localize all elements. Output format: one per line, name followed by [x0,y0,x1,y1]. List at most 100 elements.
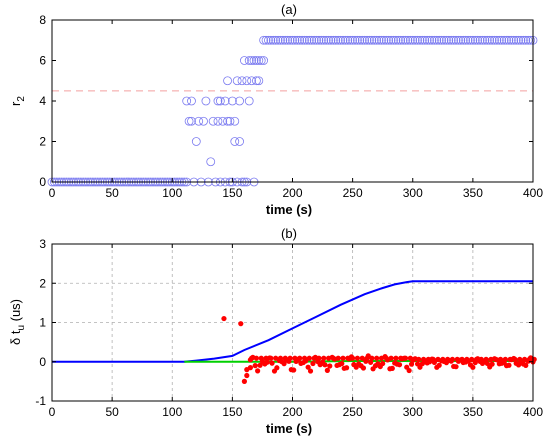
error-point [368,359,374,365]
r2-point [256,56,266,65]
a-xtick-label-400: 400 [523,186,543,200]
panel-a-title: (a) [281,2,297,17]
panel-b-xlabel: time (s) [266,421,312,436]
r2-point [437,35,447,45]
error-point [431,359,437,365]
r2-point [504,35,514,45]
r2-point [194,116,204,126]
error-point [291,367,297,373]
b-xtick-label-400: 400 [523,405,543,419]
a-ytick-label-4: 4 [39,94,46,108]
r2-point [511,35,521,45]
error-point [359,355,365,361]
r2-point [499,35,509,45]
error-point [374,355,380,361]
error-point [221,315,227,322]
b-xtick-label-250: 250 [343,405,363,419]
r2-point [314,35,324,45]
r2-point [473,35,483,45]
r2-point [350,35,360,45]
r2-point [470,35,480,45]
a-ytick-label-8: 8 [39,13,46,27]
error-point [470,364,476,370]
r2-point [506,35,516,45]
error-point [531,356,537,362]
error-point [393,355,399,361]
error-point [241,378,247,384]
error-point [436,362,442,368]
error-point [506,362,512,368]
r2-point [333,35,343,45]
r2-point [290,35,300,45]
panel-a-ylabel-sub: 2 [16,96,27,102]
error-point [321,355,327,361]
r2-point [331,35,341,45]
r2-point [213,96,223,106]
a-xtick-label-150: 150 [222,186,242,200]
r2-point [410,35,420,45]
r2-point [417,35,427,45]
r2-point [254,76,264,86]
r2-point [271,35,281,45]
r2-point [285,35,295,45]
r2-point [509,35,519,45]
b-xtick-label-100: 100 [162,405,182,419]
error-point [316,355,322,361]
r2-point [353,35,362,45]
r2-point [254,56,264,65]
error-point [369,355,375,361]
r2-point [247,76,257,86]
b-ytick-label-3: 3 [39,237,46,251]
r2-point [184,116,194,126]
error-point [502,356,508,362]
a-xtick-label-200: 200 [282,186,302,200]
r2-point [280,35,290,45]
b-ytick-label-1: 1 [39,316,46,330]
r2-point [502,35,511,45]
r2-point [521,35,531,45]
r2-point [374,35,384,45]
a-xtick-label-100: 100 [162,186,182,200]
error-point [339,360,345,367]
r2-point [187,96,196,106]
r2-point [357,35,367,45]
r2-point [300,35,309,45]
panel-b-marks [52,280,537,384]
r2-point [485,35,495,45]
error-point [327,363,333,369]
r2-point [341,35,350,45]
r2-point [442,35,451,45]
error-point [360,365,367,371]
r2-point [230,116,240,126]
r2-point [244,56,254,65]
r2-point [494,35,504,45]
error-point [350,355,356,361]
r2-point [439,35,449,45]
panel-b-ylabel-suffix: (us) [8,299,23,325]
r2-point [278,35,288,45]
r2-point [288,35,297,45]
r2-point [478,35,487,45]
r2-point [252,76,261,86]
r2-point [408,35,418,45]
r2-point [208,116,218,126]
error-point [257,362,263,368]
error-point [244,372,250,379]
r2-point [482,35,492,45]
r2-point [319,35,329,45]
b-ytick-label--1: -1 [35,394,46,408]
r2-point [232,76,242,86]
r2-point [526,35,535,45]
r2-point [490,35,499,45]
error-point [449,356,456,362]
r2-point [312,35,321,45]
b-ytick-label-0: 0 [39,355,46,369]
a-ytick-label-6: 6 [39,54,46,68]
r2-point [454,35,463,45]
r2-point [516,35,526,45]
r2-point [199,116,208,126]
error-point [354,355,361,361]
r2-point [458,35,468,45]
r2-point [381,35,391,45]
r2-point [514,35,523,45]
